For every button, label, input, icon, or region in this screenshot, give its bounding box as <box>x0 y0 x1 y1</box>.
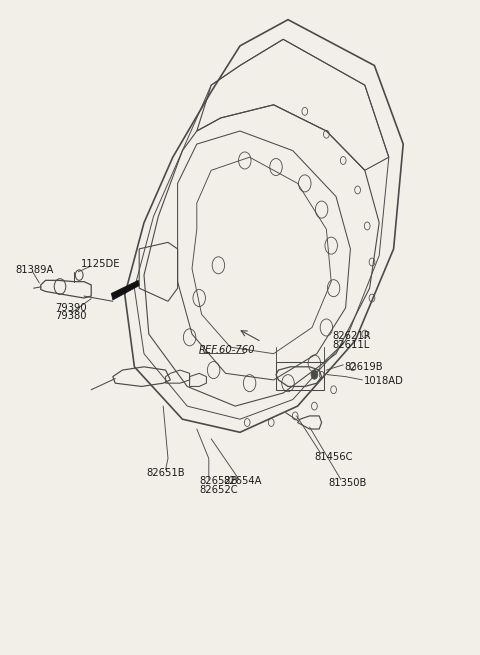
Text: 82619B: 82619B <box>345 362 383 372</box>
Text: 81456C: 81456C <box>314 452 353 462</box>
Text: 79380: 79380 <box>55 310 87 321</box>
Text: 1018AD: 1018AD <box>364 376 404 386</box>
Text: REF.60-760: REF.60-760 <box>199 345 256 356</box>
Text: 81389A: 81389A <box>15 265 54 275</box>
Text: 82654A: 82654A <box>223 476 262 487</box>
Text: 82651B: 82651B <box>146 468 185 478</box>
Text: 81350B: 81350B <box>329 478 367 489</box>
Text: 82652B: 82652B <box>199 476 238 487</box>
Text: 79390: 79390 <box>55 303 87 313</box>
Text: 82652C: 82652C <box>199 485 238 495</box>
Polygon shape <box>111 280 139 300</box>
Circle shape <box>311 370 318 379</box>
Text: 1125DE: 1125DE <box>81 259 120 269</box>
Text: 82621R: 82621R <box>332 331 371 341</box>
Text: 82611L: 82611L <box>332 339 370 350</box>
